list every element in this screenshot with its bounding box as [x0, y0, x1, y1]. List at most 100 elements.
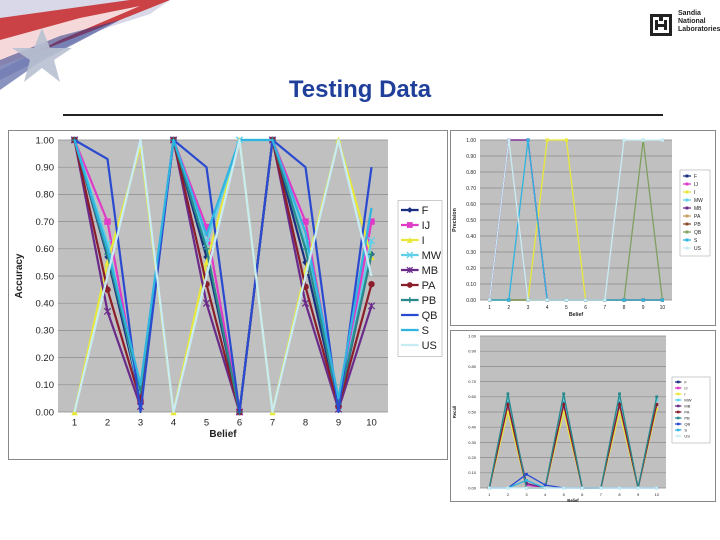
x-tick-label: 3: [525, 492, 528, 497]
data-point: [618, 392, 621, 396]
data-point: [564, 138, 568, 142]
data-point: [368, 251, 375, 258]
series-line: [73, 138, 373, 414]
legend-marker: [676, 434, 680, 438]
legend-entry: S: [422, 325, 429, 337]
y-tick-label: 0.20: [36, 353, 55, 364]
legend-entry: IJ: [694, 182, 698, 188]
accuracy-chart: 0.00 0.10 0.20 0.30 0.40 0.50 0.60 0.70 0.80 0.90…: [8, 130, 448, 460]
legend-marker: [685, 198, 689, 202]
y-tick-label: 0.00: [466, 298, 476, 304]
data-point: [660, 138, 664, 142]
sandia-logo-text: Sandia National Laboratories: [678, 10, 720, 34]
data-point: [636, 486, 640, 490]
y-tick-label: 0.30: [36, 326, 55, 337]
x-tick-label: 4: [171, 418, 176, 429]
x-tick-label: 1: [488, 305, 491, 311]
sandia-logo-icon: [650, 14, 672, 36]
x-tick-label: 1: [488, 492, 491, 497]
x-tick-label: 6: [237, 418, 242, 429]
data-point: [488, 298, 492, 302]
data-point: [487, 486, 491, 490]
legend-entry: MW: [684, 397, 691, 402]
title-divider: [63, 114, 663, 116]
data-point: [603, 298, 607, 302]
legend-entry: F: [422, 205, 429, 217]
y-tick-label: 0.40: [36, 299, 55, 310]
legend-marker: [406, 222, 413, 228]
y-tick-label: 0.40: [468, 425, 477, 430]
x-tick-label: 10: [660, 305, 666, 311]
data-point: [525, 482, 528, 485]
y-tick-label: 0.10: [36, 380, 55, 391]
data-point: [543, 486, 547, 490]
data-point: [618, 403, 621, 406]
data-point: [584, 298, 588, 302]
data-point: [507, 138, 511, 142]
data-point: [562, 403, 566, 406]
x-tick-label: 3: [138, 418, 143, 429]
data-point: [301, 299, 310, 307]
legend-entry: US: [684, 433, 690, 438]
y-tick-label: 0.50: [468, 409, 477, 414]
y-tick-label: 0.30: [466, 250, 476, 256]
x-tick-label: 5: [204, 418, 209, 429]
x-tick-label: 3: [527, 305, 530, 311]
x-tick-label: 9: [642, 305, 645, 311]
y-tick-label: 0.90: [468, 349, 477, 354]
data-point: [103, 307, 112, 315]
legend-marker: [685, 206, 689, 210]
data-point: [507, 298, 511, 302]
x-tick-label: 2: [105, 418, 110, 429]
legend-marker: [676, 410, 680, 414]
data-point: [506, 401, 510, 405]
legend-marker: [685, 182, 689, 186]
data-point: [525, 472, 528, 476]
data-point: [302, 218, 309, 225]
x-tick-label: 5: [563, 492, 566, 497]
legend-entry: MB: [684, 403, 690, 408]
data-point: [525, 479, 528, 482]
legend-marker: [676, 392, 680, 396]
legend-entry: QB: [684, 421, 690, 426]
y-tick-label: 0.30: [468, 440, 477, 445]
y-axis-label: Accuracy: [14, 253, 25, 298]
legend-entry: US: [694, 246, 702, 252]
data-point: [655, 403, 659, 406]
legend-marker: [406, 266, 414, 274]
data-point: [506, 403, 510, 406]
y-tick-label: 1.00: [466, 138, 476, 144]
legend-marker: [406, 237, 413, 243]
series-line: [488, 393, 658, 489]
y-tick-label: 0.80: [468, 364, 477, 369]
legend-marker: [406, 297, 413, 303]
series-line: [488, 403, 658, 489]
x-tick-label: 7: [270, 418, 275, 429]
logo-line: National: [678, 18, 706, 25]
x-tick-label: 9: [637, 492, 640, 497]
legend-marker: [406, 207, 413, 213]
x-tick-label: 4: [546, 305, 549, 311]
y-tick-label: 0.90: [36, 163, 55, 174]
legend-entry: QB: [422, 310, 438, 322]
y-tick-label: 0.20: [468, 455, 477, 460]
series-us: [73, 138, 373, 414]
x-axis-label: Belief: [569, 312, 584, 318]
y-tick-label: 0.20: [466, 266, 476, 272]
data-point: [580, 486, 584, 490]
legend-entry: I: [422, 235, 425, 247]
data-point: [543, 483, 547, 487]
data-point: [506, 410, 510, 414]
data-point: [562, 401, 566, 405]
legend-entry: PA: [684, 409, 689, 414]
legend-marker: [685, 190, 689, 194]
legend-marker: [676, 422, 680, 426]
y-tick-label: 0.70: [466, 186, 476, 192]
y-axis-label: Precision: [452, 208, 458, 232]
data-point: [368, 280, 375, 288]
data-point: [655, 395, 659, 399]
legend-entry: I: [694, 190, 695, 196]
y-tick-label: 0.80: [466, 170, 476, 176]
